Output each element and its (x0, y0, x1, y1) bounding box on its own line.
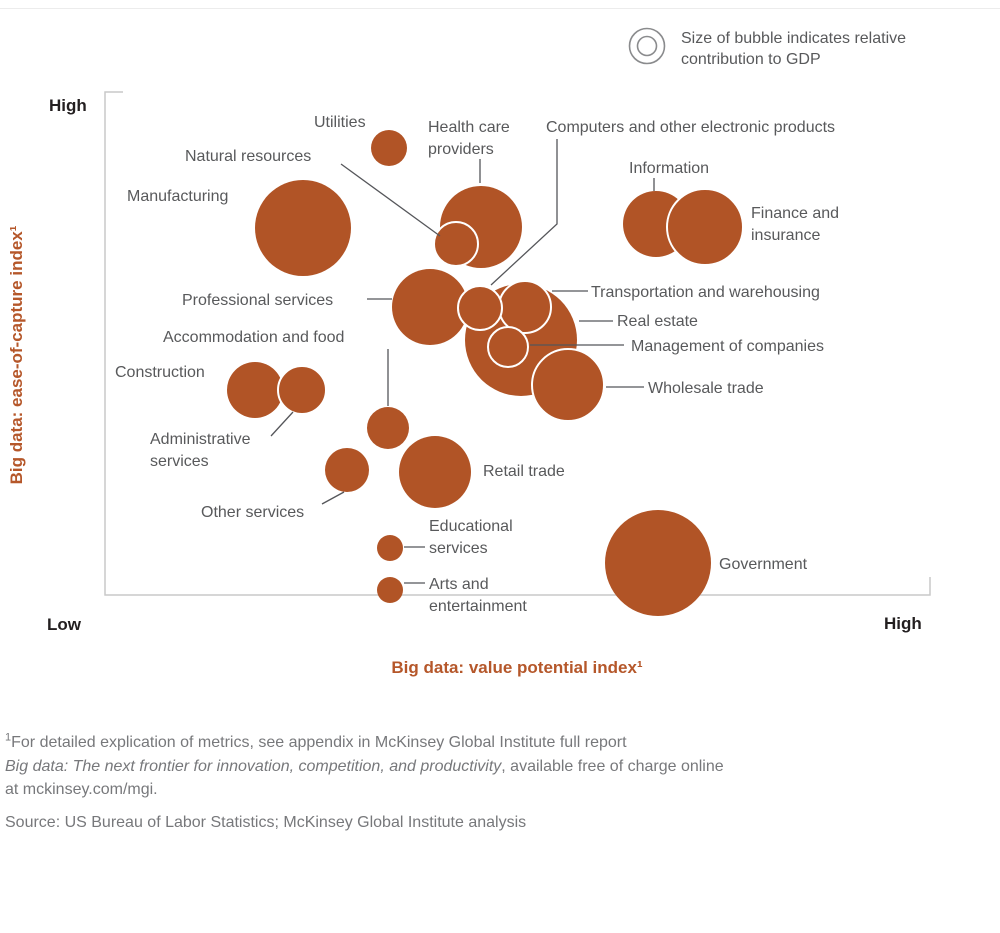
bubble-label-computers-electronics: Computers and other electronic products (546, 119, 836, 136)
bubble-administrative-services (277, 365, 327, 415)
bubble-natural-resources (433, 221, 479, 267)
leader-line-computers-electronics (490, 139, 558, 286)
leader-line-other-services (321, 491, 345, 505)
bubble-label-administrative-services: Administrative services (150, 431, 251, 470)
leader-line-administrative-services (270, 411, 294, 437)
bubble-wholesale-trade (531, 348, 605, 422)
bubble-utilities (371, 130, 407, 166)
bubble-label-transportation-warehousing: Transportation and warehousing (591, 284, 820, 301)
bubble-finance-insurance (666, 188, 744, 266)
footnote: 1For detailed explication of metrics, se… (5, 731, 955, 834)
bubble-label-accommodation-food: Accommodation and food (163, 329, 345, 346)
leader-line-natural-resources (340, 163, 441, 237)
bubble-other-services (325, 448, 369, 492)
bubble-computers-electronics (457, 285, 503, 331)
y-axis-high-label: High (49, 96, 87, 115)
bubble-transportation-warehousing (498, 280, 552, 334)
bubble-label-educational-services: Educational services (429, 518, 513, 557)
footnote-text: 1For detailed explication of metrics, se… (5, 731, 724, 798)
top-divider (0, 8, 1000, 9)
source-line: Source: US Bureau of Labor Statistics; M… (5, 813, 527, 831)
bubble-label-other-services: Other services (201, 504, 305, 521)
bubbles-layer (227, 130, 744, 616)
plot-area (104, 91, 931, 616)
bubble-label-utilities: Utilities (314, 114, 366, 131)
bubble-management-of-companies (487, 326, 529, 368)
bubble-professional-services (392, 269, 468, 345)
bubble-educational-services (377, 535, 403, 561)
bubble-label-real-estate: Real estate (617, 313, 698, 330)
bubble-label-construction: Construction (115, 364, 205, 381)
size-legend-text: Size of bubble indicates relative contri… (681, 30, 907, 68)
bubble-label-government: Government (719, 556, 808, 573)
bubble-label-finance-insurance: Finance and insurance (751, 205, 840, 244)
bubble-label-wholesale-trade: Wholesale trade (648, 380, 764, 397)
leader-lines-layer (270, 139, 655, 584)
x-axis-high-label: High (884, 614, 922, 633)
bubble-label-arts-entertainment: Arts and entertainment (429, 576, 527, 615)
bubble-label-information: Information (629, 160, 710, 177)
bubble-size-legend-icon (628, 27, 666, 65)
bubble-label-retail-trade: Retail trade (483, 463, 565, 480)
bubble-label-manufacturing: Manufacturing (127, 188, 229, 205)
y-axis-title: Big data: ease-of-capture index¹ (7, 225, 26, 485)
axis-low-label: Low (47, 615, 81, 634)
bubble-accommodation-food (367, 407, 409, 449)
bubble-label-management-of-companies: Management of companies (631, 338, 824, 355)
x-axis-title: Big data: value potential index¹ (391, 658, 643, 677)
bubble-label-professional-services: Professional services (182, 292, 334, 309)
bubble-manufacturing (255, 180, 351, 276)
bubble-label-natural-resources: Natural resources (185, 148, 312, 165)
bubble-arts-entertainment (377, 577, 403, 603)
bubble-government (605, 510, 711, 616)
bubble-retail-trade (399, 436, 471, 508)
axes-lines (104, 91, 931, 596)
bubble-construction (227, 362, 283, 418)
bubble-label-health-care-providers: Health care providers (428, 119, 510, 158)
